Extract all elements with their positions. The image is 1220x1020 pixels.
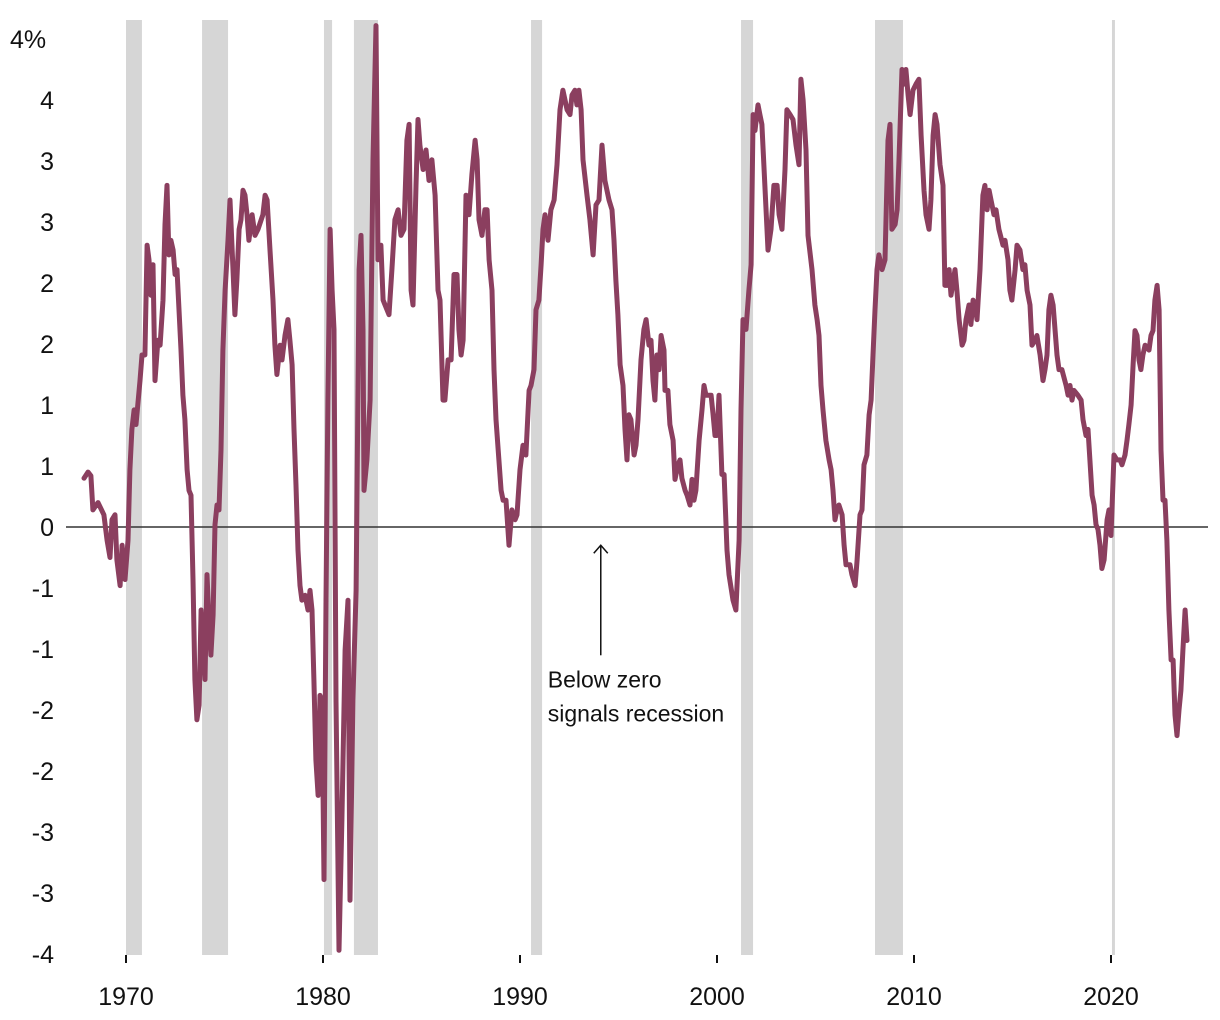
y-tick-label: 4% (10, 26, 46, 54)
x-tick-label: 1970 (98, 983, 154, 1011)
y-axis: 4% 4 3 3 2 2 1 1 0 -1 -1 -2 -2 -3 -3 -4 (10, 26, 54, 969)
recession-band (531, 20, 543, 955)
y-tick-label: -1 (32, 575, 54, 603)
annotation: Below zero signals recession (548, 544, 724, 726)
y-tick-label: 3 (40, 148, 54, 176)
annotation-line-2: signals recession (548, 700, 724, 726)
x-tick-label: 1980 (295, 983, 351, 1011)
y-tick-label: 3 (40, 209, 54, 237)
y-tick-label: -2 (32, 758, 54, 786)
x-axis: 1970 1980 1990 2000 2010 2020 (98, 955, 1139, 1011)
x-tick-label: 2010 (886, 983, 942, 1011)
y-tick-label: -4 (32, 941, 54, 969)
y-tick-label: -3 (32, 819, 54, 847)
y-tick-label: 1 (40, 392, 54, 420)
annotation-arrowhead (593, 544, 609, 554)
recession-bands (126, 20, 1115, 955)
y-tick-label: 4 (40, 87, 54, 115)
y-tick-label: 1 (40, 453, 54, 481)
y-tick-label: 2 (40, 331, 54, 359)
series-line (81, 23, 1190, 953)
recession-band (126, 20, 142, 955)
y-tick-label: -3 (32, 880, 54, 908)
recession-band (202, 20, 229, 955)
y-tick-label: -1 (32, 636, 54, 664)
y-tick-label: -2 (32, 697, 54, 725)
x-tick-label: 2020 (1083, 983, 1139, 1011)
y-tick-label: 0 (40, 514, 54, 542)
y-tick-label: 2 (40, 270, 54, 298)
x-tick-label: 2000 (689, 983, 745, 1011)
annotation-line-1: Below zero (548, 666, 662, 692)
x-tick-label: 1990 (492, 983, 548, 1011)
